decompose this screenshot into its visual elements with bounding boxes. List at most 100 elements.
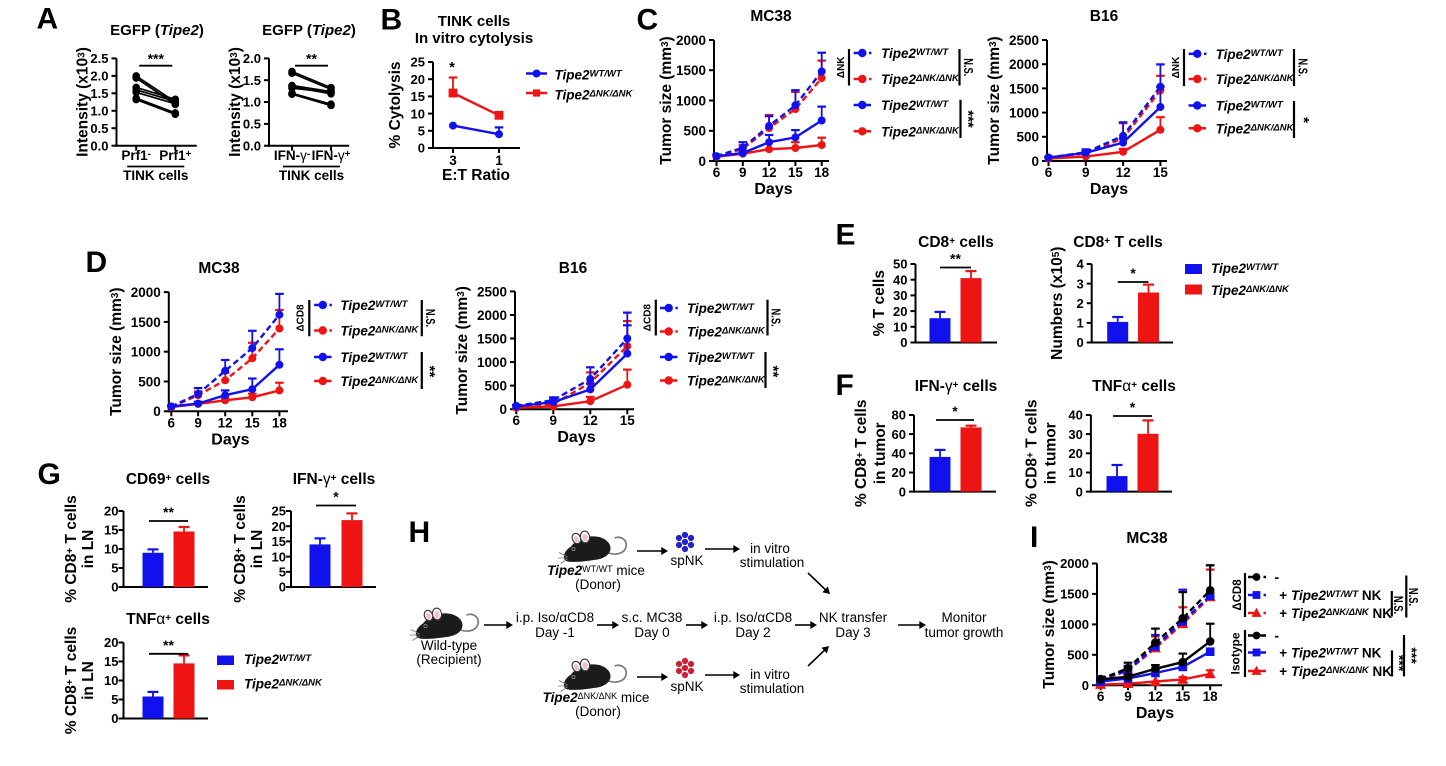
svg-text:Tipe2ΔNK/ΔNK: Tipe2ΔNK/ΔNK	[340, 324, 419, 339]
svg-text:60: 60	[892, 427, 906, 442]
svg-text:Tipe2WT/WT: Tipe2WT/WT	[1211, 261, 1279, 276]
svg-text:12: 12	[218, 415, 233, 430]
svg-text:TINK cells: TINK cells	[438, 13, 511, 30]
svg-text:Tipe2WT/WT: Tipe2WT/WT	[881, 46, 949, 61]
svg-text:E:T Ratio: E:T Ratio	[442, 167, 510, 184]
svg-text:0.5: 0.5	[90, 121, 108, 136]
svg-text:G: G	[38, 458, 61, 491]
svg-text:***: ***	[148, 51, 165, 67]
svg-text:2500: 2500	[1009, 33, 1039, 48]
svg-text:500: 500	[484, 379, 507, 394]
svg-text:Isotype: Isotype	[1228, 632, 1242, 674]
svg-text:(Donor): (Donor)	[575, 704, 621, 719]
svg-text:30: 30	[1068, 427, 1082, 442]
svg-text:15: 15	[788, 165, 804, 180]
svg-text:TINK cells: TINK cells	[279, 168, 344, 183]
svg-text:1.5: 1.5	[243, 73, 261, 88]
svg-text:CD69+ cells: CD69+ cells	[126, 471, 210, 488]
svg-text:0.5: 0.5	[243, 117, 261, 132]
svg-text:80: 80	[892, 408, 906, 423]
svg-text:Tipe2ΔNK/ΔNK: Tipe2ΔNK/ΔNK	[687, 374, 766, 389]
svg-text:IFN-γ+: IFN-γ+	[312, 148, 351, 163]
svg-text:0.0: 0.0	[243, 138, 261, 153]
svg-text:*: *	[449, 59, 455, 76]
svg-text:stimulation: stimulation	[740, 681, 805, 696]
svg-text:B: B	[381, 3, 403, 36]
svg-text:1500: 1500	[676, 63, 706, 78]
svg-text:2: 2	[1076, 296, 1083, 311]
svg-text:6: 6	[1097, 689, 1105, 704]
svg-text:-: -	[1275, 628, 1280, 644]
svg-text:Day 2: Day 2	[735, 625, 770, 640]
svg-text:F: F	[836, 369, 854, 402]
svg-text:tumor growth: tumor growth	[925, 625, 1004, 640]
svg-text:Intensity (x103): Intensity (x103)	[75, 47, 92, 157]
svg-text:(Recipient): (Recipient)	[416, 652, 481, 667]
svg-text:50: 50	[893, 257, 907, 272]
svg-text:40: 40	[893, 272, 907, 287]
svg-text:18: 18	[272, 415, 288, 430]
svg-text:stimulation: stimulation	[740, 555, 805, 570]
svg-text:6: 6	[168, 415, 176, 430]
svg-text:**: **	[306, 51, 317, 67]
svg-text:**: **	[163, 637, 174, 653]
svg-text:Days: Days	[1090, 181, 1128, 198]
svg-text:N.S.: N.S.	[1295, 58, 1309, 76]
svg-text:500: 500	[1016, 130, 1039, 145]
svg-text:EGFP (Tipe2): EGFP (Tipe2)	[110, 22, 204, 39]
svg-text:1500: 1500	[477, 331, 507, 346]
svg-text:Days: Days	[211, 431, 249, 448]
svg-text:Tipe2ΔNK/ΔNK: Tipe2ΔNK/ΔNK	[1216, 72, 1295, 87]
svg-text:Tumor size (mm3): Tumor size (mm3)	[986, 36, 1003, 164]
svg-text:Tipe2ΔNK/ΔNK: Tipe2ΔNK/ΔNK	[881, 72, 960, 87]
svg-text:3: 3	[449, 153, 457, 168]
svg-text:1000: 1000	[131, 345, 161, 360]
svg-text:*: *	[1295, 117, 1312, 123]
svg-text:*: *	[952, 403, 958, 419]
svg-text:0: 0	[1031, 154, 1039, 169]
svg-text:6: 6	[1045, 165, 1053, 180]
svg-text:9: 9	[1124, 689, 1132, 704]
svg-text:0: 0	[418, 141, 425, 156]
svg-text:B16: B16	[1090, 8, 1119, 25]
svg-text:% CD8+ T cells: % CD8+ T cells	[853, 400, 870, 508]
svg-text:TNFα+ cells: TNFα+ cells	[126, 611, 210, 628]
svg-text:In vitro cytolysis: In vitro cytolysis	[415, 30, 533, 47]
svg-text:1000: 1000	[676, 93, 706, 108]
svg-text:10: 10	[893, 320, 907, 335]
svg-text:**: **	[765, 366, 782, 378]
svg-text:N.S.: N.S.	[961, 58, 975, 76]
svg-text:2500: 2500	[477, 284, 507, 299]
svg-text:Tipe2ΔNK/ΔNK mice: Tipe2ΔNK/ΔNK mice	[543, 690, 650, 705]
svg-text:N.S.: N.S.	[423, 309, 437, 327]
svg-text:*: *	[1130, 399, 1136, 415]
svg-text:0: 0	[698, 154, 706, 169]
svg-text:Tumor size (mm3): Tumor size (mm3)	[454, 286, 471, 414]
svg-text:in LN: in LN	[80, 530, 97, 569]
svg-text:Day -1: Day -1	[535, 625, 575, 640]
svg-text:Tipe2ΔNK/ΔNK: Tipe2ΔNK/ΔNK	[1211, 283, 1290, 298]
svg-text:6: 6	[513, 413, 521, 428]
svg-text:in LN: in LN	[249, 530, 266, 569]
svg-text:18: 18	[814, 165, 830, 180]
svg-text:10: 10	[104, 542, 118, 557]
svg-text:40: 40	[892, 446, 906, 461]
svg-text:in LN: in LN	[80, 661, 97, 700]
svg-text:1: 1	[1076, 316, 1083, 331]
svg-text:2000: 2000	[131, 285, 161, 300]
svg-text:3: 3	[1076, 276, 1083, 291]
svg-text:**: **	[163, 504, 174, 520]
svg-text:ΔNK: ΔNK	[836, 56, 847, 78]
svg-text:6: 6	[713, 165, 721, 180]
svg-text:2.0: 2.0	[243, 51, 261, 66]
svg-text:TNFα+ cells: TNFα+ cells	[1092, 378, 1176, 395]
svg-text:B16: B16	[559, 260, 588, 277]
svg-text:ΔNK: ΔNK	[1171, 56, 1182, 78]
svg-text:500: 500	[138, 374, 161, 389]
svg-text:0: 0	[1076, 484, 1083, 499]
svg-text:15: 15	[104, 654, 118, 669]
svg-text:2000: 2000	[1060, 556, 1089, 571]
svg-text:in tumor: in tumor	[1043, 422, 1060, 484]
svg-text:*: *	[333, 489, 339, 505]
svg-text:2000: 2000	[1009, 57, 1039, 72]
